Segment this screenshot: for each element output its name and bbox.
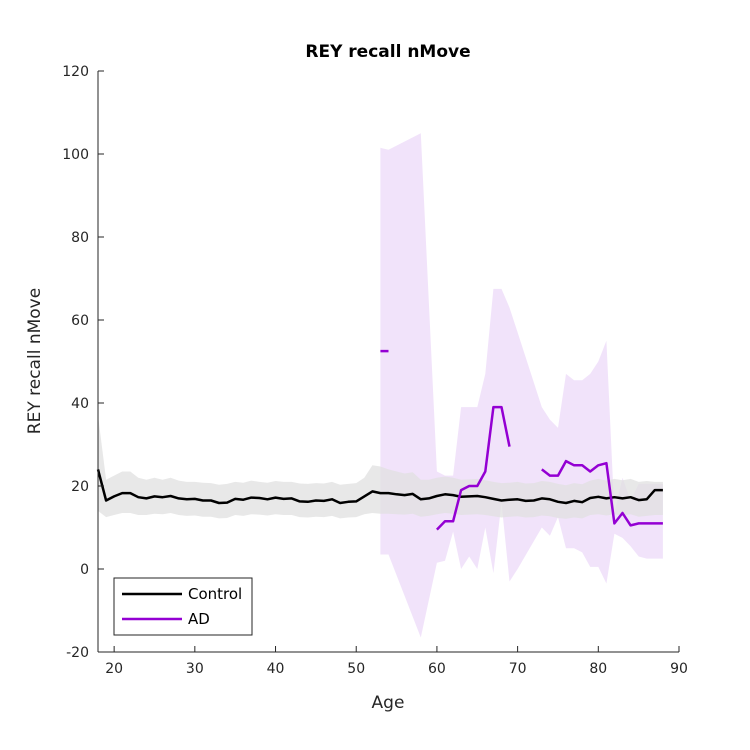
y-axis-label: REY recall nMove [25, 288, 45, 434]
ticks-layer: 20 30 40 50 60 70 80 90 -20 0 20 40 60 80 100 120 [62, 64, 688, 677]
y-tick-label: 40 [71, 396, 89, 412]
chart-title: REY recall nMove [305, 42, 470, 62]
x-tick-label: 80 [589, 661, 607, 677]
y-tick-label: 60 [71, 313, 89, 329]
y-tick-label: -20 [66, 645, 89, 661]
control-series-line [96, 469, 663, 505]
legend: Control AD [113, 577, 253, 636]
y-tick-label: 80 [71, 230, 89, 246]
x-tick-label: 60 [428, 661, 446, 677]
y-tick-label: 20 [71, 479, 89, 495]
y-tick-label: 0 [80, 562, 89, 578]
ad-series-line-segment-3 [541, 459, 663, 527]
x-tick-label: 50 [347, 661, 365, 677]
x-tick-label: 40 [267, 661, 285, 677]
x-tick-label: 70 [509, 661, 527, 677]
legend-label-ad: AD [188, 610, 210, 628]
legend-label-control: Control [188, 585, 242, 603]
x-tick-label: 90 [670, 661, 688, 677]
y-tick-label: 120 [62, 64, 89, 80]
x-tick-label: 30 [186, 661, 204, 677]
lines-layer [96, 349, 663, 531]
ad-confidence-band [380, 133, 663, 638]
control-confidence-band [98, 415, 663, 519]
x-axis-label: Age [372, 693, 405, 713]
legend-box [113, 577, 253, 636]
bands-layer [98, 133, 663, 638]
y-tick-label: 100 [62, 147, 89, 163]
ad-series-line-segment-2 [436, 405, 511, 531]
x-tick-label: 20 [105, 661, 123, 677]
